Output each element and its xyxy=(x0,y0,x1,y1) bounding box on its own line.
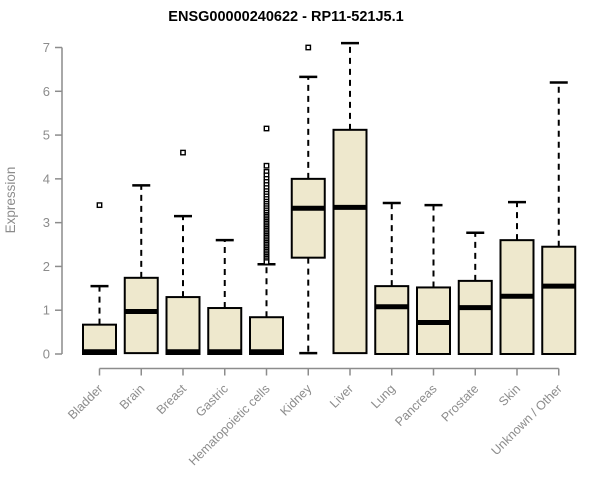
y-tick-label: 1 xyxy=(43,303,50,318)
y-tick-label: 4 xyxy=(43,171,50,186)
plot-content: 0 1 2 3 4 5 6 7 Bladder Brain Breast GastricHematop… xyxy=(43,40,577,469)
x-tick-label: Lung xyxy=(368,382,398,412)
y-tick-label: 6 xyxy=(43,84,50,99)
outlier-point xyxy=(96,202,103,209)
iqr-box xyxy=(165,296,201,356)
boxplot-liver xyxy=(332,41,368,355)
y-tick-label: 7 xyxy=(43,40,50,55)
boxplot-prostate xyxy=(457,231,493,356)
x-tick-label: Unknown / Other xyxy=(489,382,565,458)
outlier-point xyxy=(305,44,312,51)
iqr-box xyxy=(82,323,117,356)
y-tick-label: 0 xyxy=(43,347,50,362)
x-tick-label: Pancreas xyxy=(392,382,439,429)
iqr-box xyxy=(207,307,243,355)
iqr-box xyxy=(123,276,159,355)
boxplot-skin xyxy=(499,200,535,356)
y-tick-label: 5 xyxy=(43,128,50,143)
boxplot-kidney xyxy=(290,44,326,355)
boxplot-gastric xyxy=(207,238,243,355)
x-tick-label: Prostate xyxy=(439,382,482,425)
iqr-box xyxy=(249,316,284,355)
y-tick-label: 3 xyxy=(43,215,50,230)
boxplot-bladder xyxy=(82,202,117,356)
boxplot-breast xyxy=(165,149,201,356)
outlier-point xyxy=(263,259,270,265)
outlier-point xyxy=(180,149,186,156)
x-tick-label: Skin xyxy=(496,382,523,409)
boxplot-pancreas xyxy=(416,203,451,355)
x-tick-label: Hematopoietic cells xyxy=(186,382,273,469)
x-tick-label: Kidney xyxy=(277,381,314,418)
outlier-point xyxy=(263,162,270,169)
iqr-box xyxy=(374,285,410,355)
boxplot-hematopoietic-cells xyxy=(249,125,284,355)
x-tick-label: Brain xyxy=(117,382,148,413)
outlier-point xyxy=(263,125,270,132)
x-tick-label: Liver xyxy=(327,382,356,411)
y-tick-label: 2 xyxy=(43,259,50,274)
boxplot-brain xyxy=(123,184,159,355)
boxplot-lung xyxy=(374,201,410,355)
iqr-box xyxy=(332,128,368,355)
iqr-box xyxy=(541,245,577,356)
chart-title: ENSG00000240622 - RP11-521J5.1 xyxy=(168,9,403,25)
x-tick-label: Gastric xyxy=(193,382,231,420)
boxplot-unknown-other xyxy=(541,81,577,356)
iqr-box xyxy=(457,279,493,356)
iqr-box xyxy=(290,177,326,259)
y-axis-label: Expression xyxy=(3,167,18,234)
x-tick-label: Bladder xyxy=(65,382,105,422)
x-tick-label: Breast xyxy=(154,381,190,417)
